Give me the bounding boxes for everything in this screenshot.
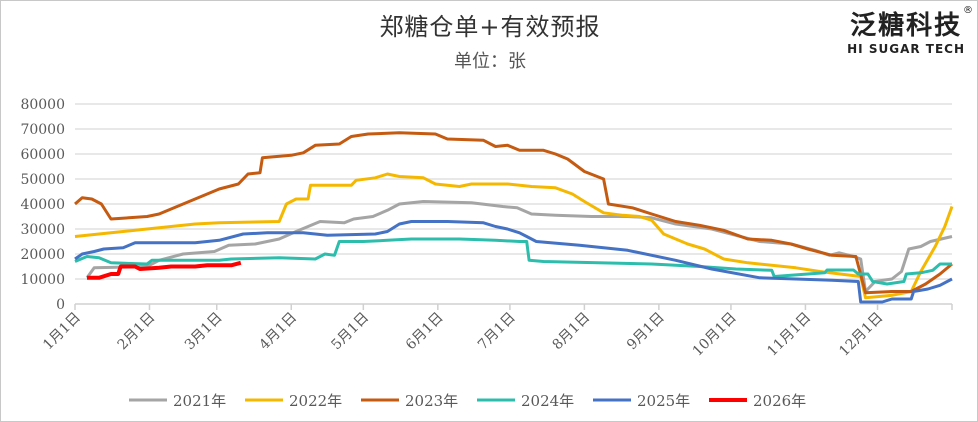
series-line-2022 — [74, 172, 954, 300]
x-tick-label: 9月1日 — [624, 310, 668, 354]
legend-item: 2025年 — [593, 392, 690, 410]
x-tick-label: 1月1日 — [40, 310, 84, 354]
registered-mark: ® — [963, 5, 973, 16]
logo-cn: 泛糖科技 — [850, 11, 963, 41]
y-tick-label: 10000 — [20, 272, 65, 288]
logo-en: HI SUGAR TECH — [847, 42, 965, 56]
legend-item: 2023年 — [361, 392, 458, 410]
x-tick-label: 7月1日 — [475, 310, 519, 354]
legend-label: 2026年 — [753, 392, 806, 410]
series-line-2025 — [74, 220, 953, 304]
y-tick-label: 20000 — [20, 247, 65, 263]
series-line-2026 — [87, 260, 242, 280]
x-tick-label: 4月1日 — [256, 310, 300, 354]
x-tick-label: 3月1日 — [182, 310, 226, 354]
series-line-2021 — [85, 200, 953, 293]
x-tick-label: 6月1日 — [403, 310, 447, 354]
legend-item: 2024年 — [477, 392, 574, 410]
legend-label: 2024年 — [521, 392, 574, 410]
legend-item: 2021年 — [129, 392, 226, 410]
legend-label: 2025年 — [637, 392, 690, 410]
legend-item: 2022年 — [245, 392, 342, 410]
series-line-2023 — [74, 131, 953, 295]
series-line-2024 — [74, 237, 952, 286]
y-tick-label: 60000 — [20, 147, 65, 163]
y-tick-label: 80000 — [20, 97, 65, 113]
y-tick-label: 0 — [56, 297, 65, 313]
y-tick-label: 40000 — [20, 197, 65, 213]
legend-label: 2023年 — [405, 392, 458, 410]
x-tick-label: 12月1日 — [836, 310, 886, 360]
x-tick-label: 8月1日 — [549, 310, 593, 354]
legend-label: 2021年 — [173, 392, 226, 410]
x-tick-label: 2月1日 — [115, 310, 159, 354]
y-tick-label: 70000 — [20, 122, 65, 138]
chart-title: 郑糖仓单+有效预报 — [379, 13, 601, 41]
y-tick-label: 50000 — [20, 172, 65, 188]
x-tick-label: 11月1日 — [764, 310, 814, 360]
legend-label: 2022年 — [289, 392, 342, 410]
y-tick-label: 30000 — [20, 222, 65, 238]
legend-item: 2026年 — [709, 392, 806, 410]
brand-logo: 泛糖科技 HI SUGAR TECH ® — [847, 5, 973, 56]
x-tick-label: 10月1日 — [690, 310, 740, 360]
chart-subtitle: 单位：张 — [454, 51, 526, 72]
x-tick-label: 5月1日 — [328, 310, 372, 354]
